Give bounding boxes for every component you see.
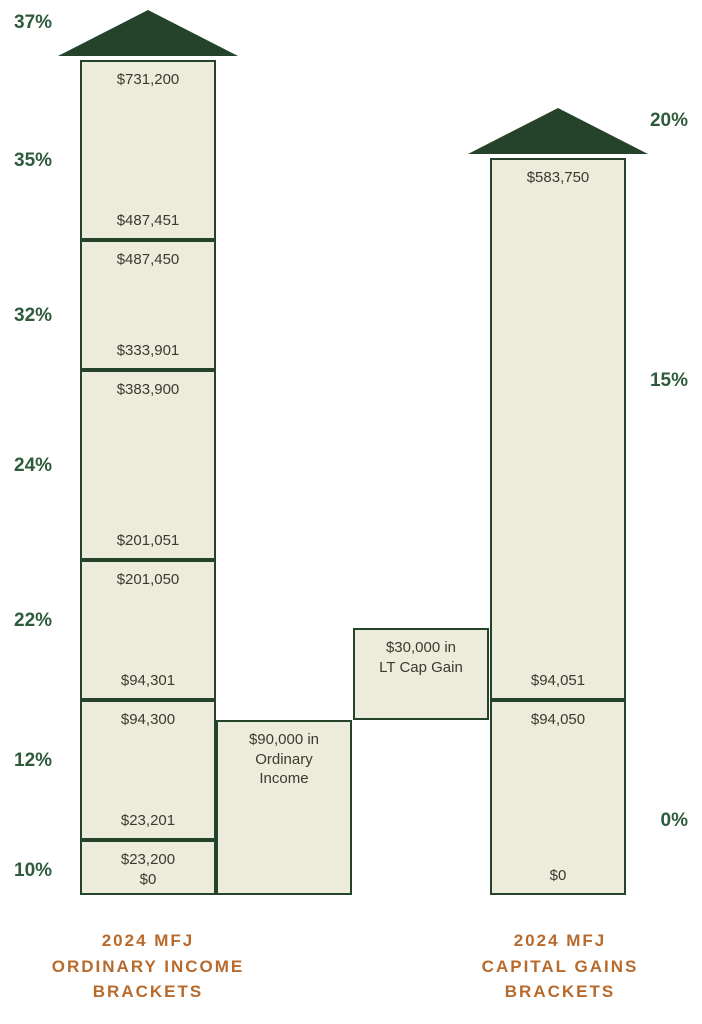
segment-bottom-value: $333,901: [117, 341, 180, 361]
title-line: CAPITAL GAINS: [420, 954, 700, 980]
capgain-arrow-cap: [468, 108, 648, 154]
ordinary-pct-label: 35%: [14, 150, 52, 172]
segment-bottom-value: $23,201: [121, 811, 175, 831]
segment-top-value: $383,900: [117, 380, 180, 400]
segment-bottom-value: $94,301: [121, 671, 175, 691]
ordinary-pct-label: 24%: [14, 455, 52, 477]
segment-bottom-value: $94,051: [531, 671, 585, 691]
ordinary-arrow-cap: [58, 10, 238, 56]
segment-top-value: $201,050: [117, 570, 180, 590]
mid-box-line: Ordinary: [249, 750, 319, 770]
segment-top-value: $23,200: [121, 850, 175, 870]
ordinary-pct-label: 22%: [14, 610, 52, 632]
ordinary-segment: $94,300 $23,201: [80, 700, 216, 840]
mid-box-line: Income: [249, 769, 319, 789]
ordinary-segment: $201,050 $94,301: [80, 560, 216, 700]
mid-box-line: $90,000 in: [249, 730, 319, 750]
ordinary-pct-label: 10%: [14, 860, 52, 882]
mid-box-line: $30,000 in: [379, 638, 463, 658]
segment-top-value: $94,050: [531, 710, 585, 730]
segment-top-value: $583,750: [527, 168, 590, 188]
mid-box-line: LT Cap Gain: [379, 658, 463, 678]
capgain-segment: $583,750 $94,051: [490, 158, 626, 700]
capgain-title: 2024 MFJCAPITAL GAINSBRACKETS: [420, 928, 700, 1005]
capgain-pct-label: 15%: [650, 370, 688, 392]
ordinary-income-box: $90,000 inOrdinaryIncome: [216, 720, 352, 895]
title-line: BRACKETS: [8, 979, 288, 1005]
ordinary-pct-label: 12%: [14, 750, 52, 772]
ordinary-segment: $487,450 $333,901: [80, 240, 216, 370]
segment-bottom-value: $0: [550, 866, 567, 886]
ordinary-segment: $23,200$0: [80, 840, 216, 895]
capgain-pct-label: 0%: [661, 810, 688, 832]
capgain-segment: $94,050 $0: [490, 700, 626, 895]
segment-bottom-value: $201,051: [117, 531, 180, 551]
segment-top-value: $731,200: [117, 70, 180, 90]
segment-top-value: $487,450: [117, 250, 180, 270]
ordinary-segment: $383,900 $201,051: [80, 370, 216, 560]
capgain-pct-label: 20%: [650, 110, 688, 132]
title-line: 2024 MFJ: [8, 928, 288, 954]
ordinary-segment: $731,200 $487,451: [80, 60, 216, 240]
ordinary-title: 2024 MFJORDINARY INCOMEBRACKETS: [8, 928, 288, 1005]
lt-capgain-box: $30,000 inLT Cap Gain: [353, 628, 489, 720]
title-line: ORDINARY INCOME: [8, 954, 288, 980]
title-line: 2024 MFJ: [420, 928, 700, 954]
ordinary-pct-label: 32%: [14, 305, 52, 327]
segment-bottom-value: $487,451: [117, 211, 180, 231]
ordinary-pct-label: 37%: [14, 12, 52, 34]
segment-top-value: $94,300: [121, 710, 175, 730]
segment-bottom-value: $0: [140, 870, 157, 890]
title-line: BRACKETS: [420, 979, 700, 1005]
